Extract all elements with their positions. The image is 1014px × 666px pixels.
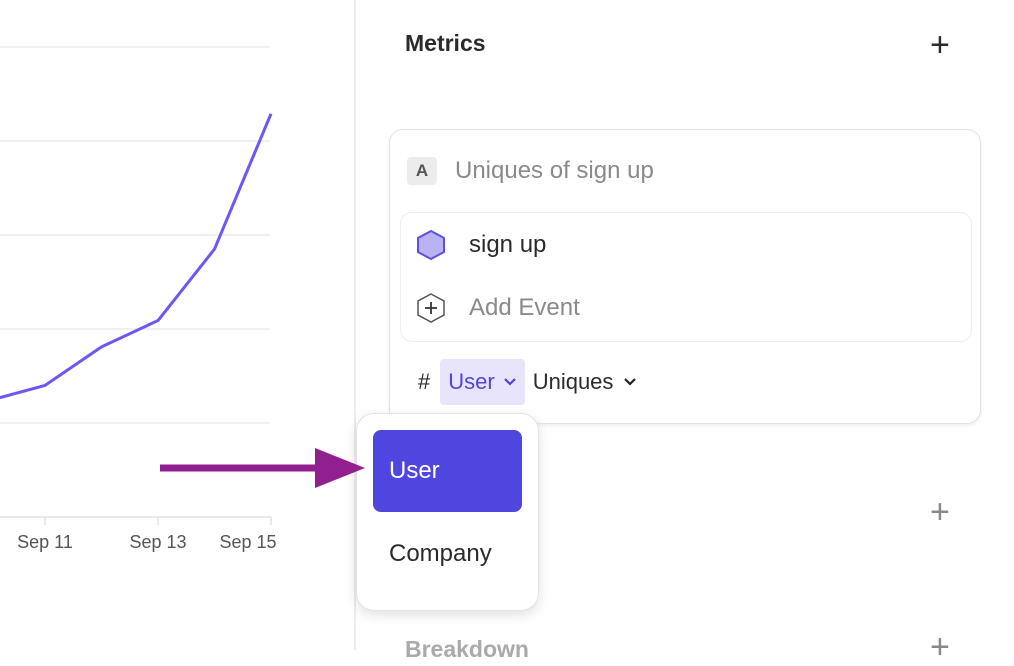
metric-letter-badge: A [407,157,437,185]
entity-dropdown-menu: User Company [356,413,539,611]
add-filter-plus-icon[interactable]: + [930,493,950,531]
entity-dropdown[interactable]: User [440,359,525,405]
event-item[interactable]: sign up [415,229,546,261]
series-line [0,113,273,400]
add-hexagon-icon [417,293,445,323]
aggregation-row: # User Uniques [418,359,637,405]
add-event-label: Add Event [469,294,580,321]
metrics-title: Metrics [405,30,486,56]
chevron-down-icon [624,378,637,386]
add-event-button[interactable]: Add Event [415,292,580,324]
line-chart: Sep 11 Sep 13 Sep 15 [0,46,277,552]
add-metric-plus-icon[interactable]: + [930,26,950,64]
chevron-down-icon [503,378,516,386]
option-user[interactable]: User [373,430,522,512]
option-company[interactable]: Company [389,540,492,567]
metric-card: A Uniques of sign up sign up Add Event #… [389,129,981,424]
hexagon-icon [417,229,445,261]
event-label: sign up [469,231,547,258]
x-tick-label: Sep 11 [17,532,73,552]
x-tick-label: Sep 13 [129,532,186,552]
hash-icon: # [418,369,431,394]
aggregation-dropdown[interactable]: Uniques [533,369,638,395]
aggregation-value: Uniques [532,369,614,394]
panel-divider [354,0,356,650]
entity-value: User [448,369,495,394]
annotation-arrow [160,448,365,488]
metric-title[interactable]: Uniques of sign up [455,157,654,184]
add-breakdown-plus-icon[interactable]: + [930,628,950,666]
events-list: sign up Add Event [400,212,972,342]
x-tick-label: Sep 15 [219,532,276,552]
